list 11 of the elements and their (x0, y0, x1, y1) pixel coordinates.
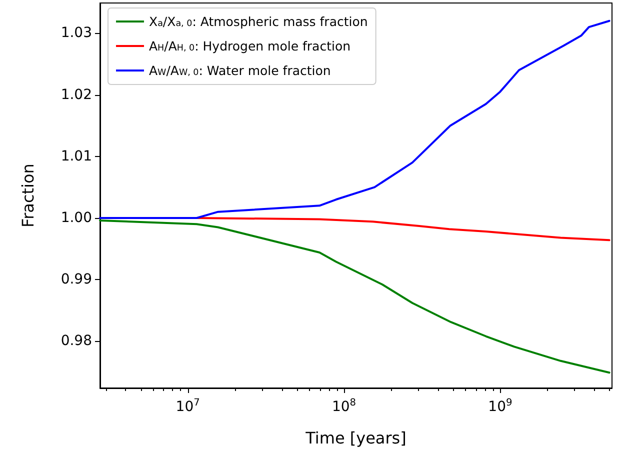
y-tick-label: 1.00 (60, 210, 92, 226)
y-tick-label: 0.98 (60, 333, 92, 350)
x-axis-title: Time [years] (304, 428, 406, 448)
y-tick-label: 1.03 (60, 25, 92, 42)
y-tick-label: 1.02 (60, 86, 92, 103)
y-tick-label: 0.99 (60, 272, 92, 288)
y-tick-label: 1.01 (60, 148, 92, 164)
legend-label: Xa/Xa, 0: Atmospheric mass fraction (149, 14, 368, 29)
legend-label: AH/AH, 0: Hydrogen mole fraction (149, 38, 351, 54)
y-axis-title: Fraction (18, 164, 38, 228)
legend-label: AW/AW, 0: Water mole fraction (149, 63, 331, 78)
